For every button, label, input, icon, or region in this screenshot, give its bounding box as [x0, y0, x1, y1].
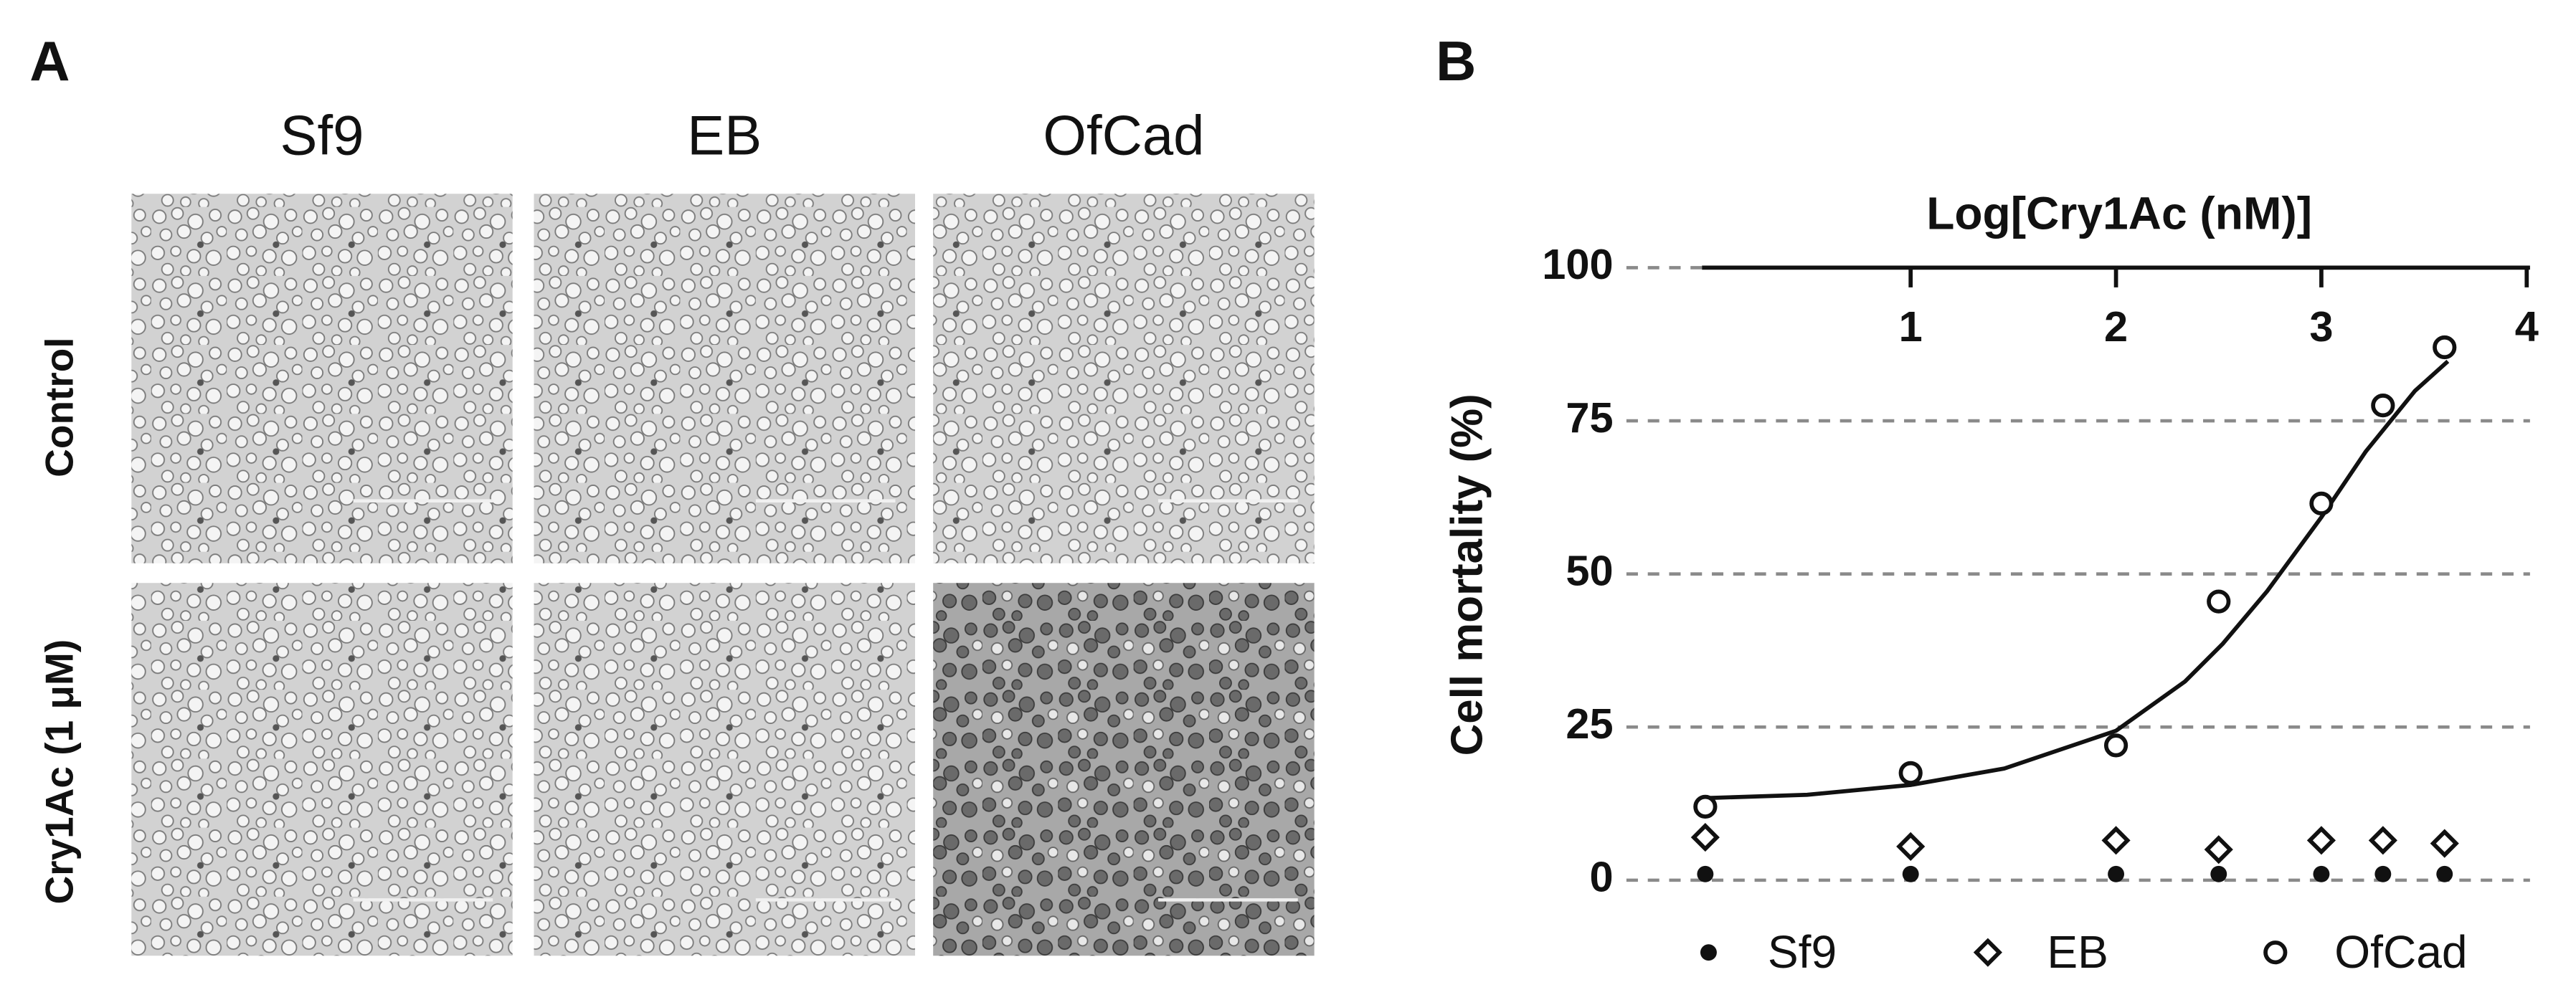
- y-tick-label: 100: [1542, 240, 1613, 288]
- legend-marker: [1973, 938, 2002, 967]
- data-point: [2306, 826, 2336, 855]
- data-point: [1697, 865, 1714, 882]
- micrographs: [131, 194, 1315, 956]
- row-label: Control: [37, 337, 82, 477]
- data-point: [1690, 822, 1720, 852]
- micrograph: [131, 583, 513, 956]
- x-tick-label: 1: [1899, 303, 1923, 351]
- data-point: [2309, 491, 2334, 515]
- x-tick-label: 4: [2515, 303, 2539, 351]
- data-point: [2313, 865, 2330, 882]
- y-tick-label: 0: [1589, 853, 1613, 901]
- x-tick-label: 2: [2104, 303, 2128, 351]
- data-point: [1902, 865, 1919, 882]
- data-point: [2204, 835, 2233, 865]
- y-tick-label: 75: [1566, 394, 1613, 442]
- fit-curve: [1705, 359, 2450, 801]
- data-point: [2103, 733, 2128, 758]
- data-point: [2101, 826, 2131, 855]
- column-header: Sf9: [280, 103, 364, 166]
- micrograph: [933, 583, 1315, 956]
- column-header: EB: [687, 103, 762, 166]
- data-point: [2374, 865, 2392, 882]
- grid: [1626, 266, 2530, 882]
- column-header: OfCad: [1043, 103, 1204, 166]
- y-tick-label: 25: [1566, 700, 1613, 748]
- x-tick-label: 3: [2309, 303, 2333, 351]
- legend-marker: [2263, 940, 2288, 965]
- data-point: [2108, 865, 2125, 882]
- data-point: [2436, 865, 2453, 882]
- scale-bars: [353, 499, 1298, 902]
- data-point: [2430, 829, 2459, 858]
- data-point: [2371, 394, 2395, 418]
- data-point: [2368, 826, 2397, 855]
- legend-label: EB: [2047, 926, 2108, 978]
- micrograph: [131, 194, 513, 563]
- y-tick-label: 50: [1566, 546, 1613, 594]
- legend-marker: [1700, 944, 1717, 961]
- micrograph: [933, 194, 1315, 563]
- legend-label: Sf9: [1768, 926, 1837, 978]
- y-axis-title: Cell mortality (%): [1443, 394, 1492, 756]
- data-point: [2210, 865, 2227, 882]
- micrograph: [534, 583, 915, 956]
- data-point: [2433, 335, 2457, 360]
- data-point: [1896, 832, 1926, 861]
- micrograph: [534, 194, 915, 563]
- x-axis-title: Log[Cry1Ac (nM)]: [1926, 187, 2312, 239]
- panel-label: A: [29, 29, 70, 92]
- legend-label: OfCad: [2334, 926, 2467, 978]
- panel-label: B: [1436, 29, 1476, 92]
- data-point: [1898, 761, 1923, 785]
- data-point: [1693, 794, 1718, 819]
- data-point: [2207, 589, 2231, 614]
- row-label: Cry1Ac (1 μM): [37, 639, 82, 905]
